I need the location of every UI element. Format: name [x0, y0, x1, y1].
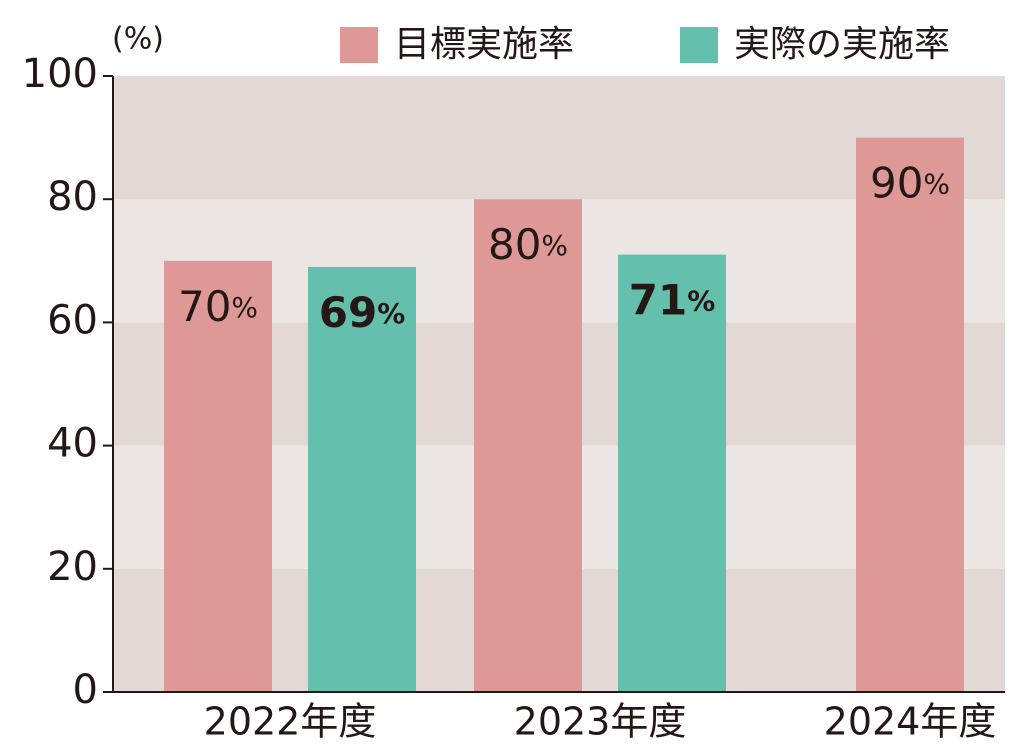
y-tick-label: 20	[47, 544, 98, 590]
bar	[856, 137, 964, 693]
y-axis-label: (%)	[112, 22, 164, 57]
bar	[164, 260, 272, 692]
x-tick-label: 2022年度	[204, 700, 377, 744]
y-tick-label: 40	[47, 421, 98, 467]
y-tick-label: 60	[47, 297, 98, 343]
value-label: 90%	[870, 158, 950, 207]
legend-swatch	[680, 27, 718, 63]
x-tick-label: 2024年度	[824, 700, 997, 744]
value-label: 69%	[319, 287, 406, 336]
bar	[308, 266, 416, 692]
value-label: 80%	[488, 220, 568, 269]
value-label: 71%	[629, 275, 716, 324]
x-tick-label: 2023年度	[514, 700, 687, 744]
y-tick-label: 100	[22, 51, 98, 97]
y-tick-label: 80	[47, 174, 98, 220]
legend-swatch	[340, 27, 378, 63]
bar	[474, 199, 582, 692]
y-tick-label: 0	[73, 667, 98, 713]
legend-label: 実際の実施率	[734, 24, 950, 65]
legend-label: 目標実施率	[394, 24, 574, 65]
bar	[618, 254, 726, 692]
value-label: 70%	[178, 281, 258, 330]
